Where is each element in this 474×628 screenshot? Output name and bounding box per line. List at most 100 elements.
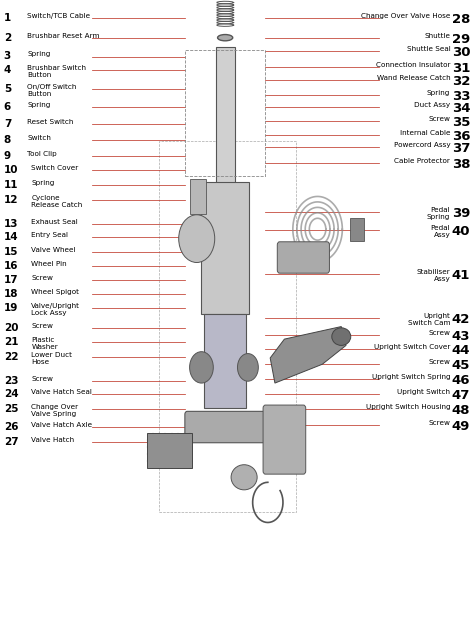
Text: Screw: Screw [428,420,450,426]
Text: Spring: Spring [27,102,51,109]
Bar [147,433,192,468]
Text: Upright Switch Housing: Upright Switch Housing [365,404,450,411]
Text: Valve Hatch: Valve Hatch [31,437,74,443]
Text: 38: 38 [452,158,470,171]
Text: Wand Release Catch: Wand Release Catch [377,75,450,82]
Text: Upright Switch: Upright Switch [397,389,450,396]
Text: Screw: Screw [428,359,450,365]
Text: Cable Protector: Cable Protector [394,158,450,165]
Text: 8: 8 [4,135,11,145]
Text: Screw: Screw [31,275,53,281]
Text: 7: 7 [4,119,11,129]
Text: 14: 14 [4,232,18,242]
Bar [185,50,265,176]
Text: 20: 20 [4,323,18,333]
Text: 43: 43 [452,330,470,344]
Text: 10: 10 [4,165,18,175]
Text: 25: 25 [4,404,18,414]
Text: 27: 27 [4,437,18,447]
Text: Change Over Valve Hose: Change Over Valve Hose [361,13,450,19]
Text: 33: 33 [452,90,470,103]
Ellipse shape [332,328,351,345]
Text: 31: 31 [452,62,470,75]
Text: 28: 28 [452,13,470,26]
Bar [350,218,364,241]
Text: 6: 6 [4,102,11,112]
Text: Shuttle Seal: Shuttle Seal [407,46,450,53]
Text: 42: 42 [452,313,470,326]
Text: Screw: Screw [31,376,53,382]
Text: 36: 36 [452,130,470,143]
Text: Valve Wheel: Valve Wheel [31,247,76,253]
Text: 41: 41 [452,269,470,282]
Text: 26: 26 [4,422,18,432]
Text: 39: 39 [452,207,470,220]
Text: Wheel Spigot: Wheel Spigot [31,289,79,295]
Bar [190,179,206,214]
Text: Upright Switch Cover: Upright Switch Cover [374,344,450,350]
Text: 30: 30 [452,46,470,60]
FancyBboxPatch shape [277,242,329,273]
Text: Switch Cover: Switch Cover [31,165,79,171]
Text: Spring: Spring [427,90,450,96]
Text: Spring: Spring [31,180,55,187]
Text: Screw: Screw [428,330,450,337]
Text: Switch/TCB Cable: Switch/TCB Cable [27,13,91,19]
Text: 49: 49 [452,420,470,433]
Text: Screw: Screw [31,323,53,329]
Ellipse shape [218,35,233,41]
Circle shape [237,354,258,381]
Text: Pedal
Spring: Pedal Spring [427,207,450,220]
Text: Change Over
Valve Spring: Change Over Valve Spring [31,404,78,418]
Text: Brushbar Switch
Button: Brushbar Switch Button [27,65,86,78]
Text: 32: 32 [452,75,470,89]
Text: Entry Seal: Entry Seal [31,232,68,239]
Text: On/Off Switch
Button: On/Off Switch Button [27,84,77,97]
Text: 2: 2 [4,33,11,43]
Text: Screw: Screw [428,116,450,122]
Text: Connection Insulator: Connection Insulator [376,62,450,68]
Text: 11: 11 [4,180,18,190]
Text: Exhaust Seal: Exhaust Seal [31,219,78,225]
Text: Brushbar Reset Arm: Brushbar Reset Arm [27,33,100,39]
Text: 35: 35 [452,116,470,129]
Text: 37: 37 [452,142,470,155]
Text: 13: 13 [4,219,18,229]
Text: 5: 5 [4,84,11,94]
Text: 34: 34 [452,102,470,116]
Text: Shuttle: Shuttle [424,33,450,39]
FancyBboxPatch shape [263,405,306,474]
Text: 44: 44 [452,344,470,357]
Text: 9: 9 [4,151,11,161]
Text: 4: 4 [4,65,11,75]
Text: Plastic
Washer: Plastic Washer [31,337,58,350]
Text: Internal Cable: Internal Cable [400,130,450,136]
Bar [201,182,249,314]
Text: Duct Assy: Duct Assy [414,102,450,109]
Text: 12: 12 [4,195,18,205]
Text: Pedal
Assy: Pedal Assy [431,225,450,238]
Text: 21: 21 [4,337,18,347]
Text: Spring: Spring [27,51,51,58]
Text: 3: 3 [4,51,11,62]
Text: Wheel Pin: Wheel Pin [31,261,67,268]
Text: 40: 40 [452,225,470,238]
Text: 19: 19 [4,303,18,313]
Bar [159,141,296,512]
Text: 23: 23 [4,376,18,386]
Text: 15: 15 [4,247,18,257]
Text: Valve/Upright
Lock Assy: Valve/Upright Lock Assy [31,303,80,316]
Text: Valve Hatch Axle: Valve Hatch Axle [31,422,92,428]
Text: 24: 24 [4,389,18,399]
Text: Lower Duct
Hose: Lower Duct Hose [31,352,72,365]
Text: 17: 17 [4,275,18,285]
Text: Switch: Switch [27,135,51,141]
Text: 45: 45 [452,359,470,372]
Text: Reset Switch: Reset Switch [27,119,74,126]
Text: 46: 46 [452,374,470,387]
Text: Cyclone
Release Catch: Cyclone Release Catch [31,195,82,208]
Text: 47: 47 [452,389,470,403]
Polygon shape [270,327,346,383]
Text: 48: 48 [452,404,470,418]
Text: 22: 22 [4,352,18,362]
